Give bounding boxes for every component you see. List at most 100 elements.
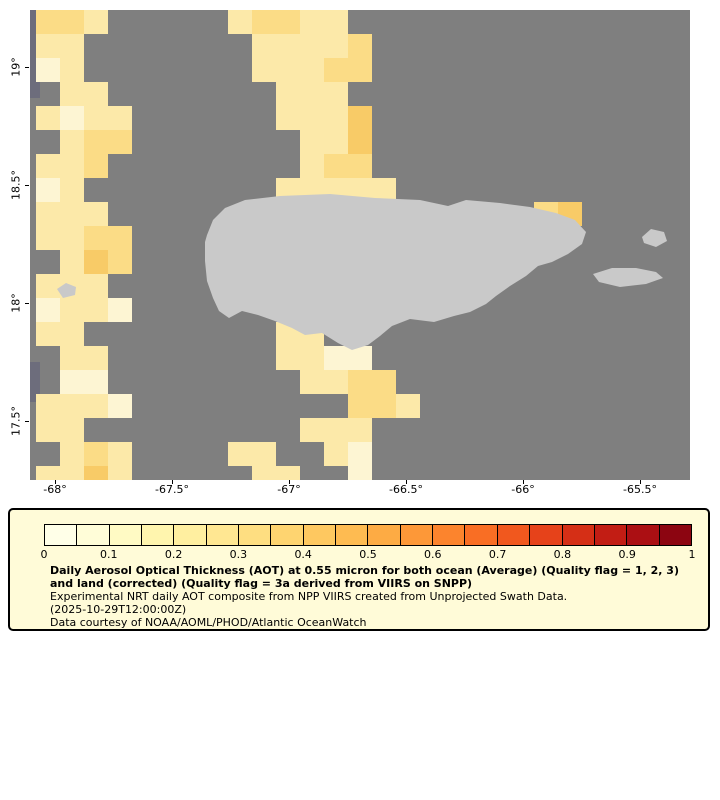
aot-grid-cell — [84, 370, 108, 394]
aot-grid-cell — [60, 442, 84, 466]
aot-grid-cell — [300, 106, 324, 130]
aot-grid-cell — [36, 226, 60, 250]
aot-grid-cell — [60, 10, 84, 34]
aot-grid-cell — [108, 298, 132, 322]
colorbar-segment — [497, 525, 531, 545]
aot-grid-cell — [36, 466, 60, 480]
x-tick-label: -66° — [511, 483, 535, 496]
aot-grid-cell — [36, 178, 60, 202]
aot-grid-cell — [348, 466, 372, 480]
colorbar-segment — [77, 525, 110, 545]
aot-grid-cell — [276, 466, 300, 480]
colorbar-segment — [465, 525, 498, 545]
aot-grid-cell — [36, 202, 60, 226]
colorbar-tick-labels: 0 0.1 0.2 0.3 0.4 0.5 0.6 0.7 0.8 0.9 1 — [40, 548, 696, 562]
aot-grid-cell — [252, 34, 276, 58]
x-tick-label: -67° — [277, 483, 301, 496]
colorbar-tick-label: 0.3 — [229, 548, 248, 561]
aot-grid-cell — [84, 10, 108, 34]
x-tick-label: -65.5° — [623, 483, 657, 496]
aot-grid-cell — [60, 322, 84, 346]
aot-grid-cell — [276, 106, 300, 130]
colorbar-segment — [45, 525, 78, 545]
aot-grid-cell — [108, 250, 132, 274]
aot-grid-cell — [60, 154, 84, 178]
aot-grid-cell — [324, 442, 348, 466]
aot-grid-cell — [348, 58, 372, 82]
colorbar-segment — [142, 525, 175, 545]
aot-grid-cell — [84, 202, 108, 226]
colorbar-segment — [206, 525, 240, 545]
colorbar-tick-label: 0.9 — [618, 548, 636, 561]
aot-grid-cell — [30, 362, 40, 402]
coastline-layer — [57, 194, 667, 350]
y-tick-mark — [25, 421, 29, 422]
aot-grid-cell — [60, 346, 84, 370]
colorbar-segment — [336, 525, 369, 545]
x-tick-label: -68° — [43, 483, 67, 496]
legend-text-block: Daily Aerosol Optical Thickness (AOT) at… — [50, 564, 700, 629]
aot-grid-cell — [84, 130, 108, 154]
aot-grid-cell — [60, 298, 84, 322]
y-tick-mark — [25, 303, 29, 304]
aot-grid-cell — [300, 58, 324, 82]
aot-grid-cell — [300, 34, 324, 58]
aot-grid-cell — [348, 34, 372, 58]
aot-map — [30, 10, 690, 480]
aot-grid-cell — [324, 58, 348, 82]
aot-grid-cell — [300, 370, 324, 394]
aot-grid-cell — [36, 34, 60, 58]
aot-grid-cell — [60, 106, 84, 130]
colorbar-segment — [530, 525, 563, 545]
x-tick-mark — [406, 480, 407, 484]
puerto-rico-island — [205, 194, 586, 350]
colorbar-segment — [271, 525, 304, 545]
aot-grid-cell — [84, 106, 108, 130]
colorbar-tick-label: 0.4 — [294, 548, 312, 561]
aot-grid-cell — [348, 442, 372, 466]
x-tick-label: -67.5° — [155, 483, 189, 496]
aot-grid-cell — [276, 34, 300, 58]
colorbar-segment — [594, 525, 628, 545]
aot-grid-cell — [84, 442, 108, 466]
aot-grid-cell — [84, 394, 108, 418]
aot-grid-cell — [84, 346, 108, 370]
aot-grid-cell — [60, 394, 84, 418]
colorbar-tick-label: 0.8 — [553, 548, 572, 561]
aot-grid-cell — [36, 58, 60, 82]
aot-grid-cell — [36, 10, 60, 34]
aot-grid-cell — [300, 130, 324, 154]
colorbar-segment — [562, 525, 595, 545]
colorbar-segment — [400, 525, 434, 545]
aot-grid-cell — [324, 130, 348, 154]
aot-grid-cell — [372, 370, 396, 394]
aot-grid-cell — [348, 370, 372, 394]
aot-grid-cell — [276, 10, 300, 34]
aot-grid-cell — [252, 10, 276, 34]
aot-grid-cell — [36, 106, 60, 130]
colorbar-segment — [239, 525, 272, 545]
aot-grid-cell — [324, 154, 348, 178]
aot-grid-cell — [36, 394, 60, 418]
aot-grid-cell — [60, 418, 84, 442]
y-tick-label: 18.5° — [9, 170, 23, 200]
aot-grid-cell — [60, 466, 84, 480]
aot-grid-cell — [252, 442, 276, 466]
mona-island — [57, 283, 76, 298]
x-tick-label: -66.5° — [389, 483, 423, 496]
aot-grid-cell — [252, 466, 276, 480]
aot-grid-cell — [348, 106, 372, 130]
aot-grid-cell — [60, 370, 84, 394]
aot-grid-cell — [324, 346, 348, 370]
aot-grid-cell — [324, 106, 348, 130]
colorbar-tick-label: 0 — [40, 548, 48, 561]
aot-grid-cell — [324, 10, 348, 34]
aot-grid-cell — [36, 298, 60, 322]
colorbar-tick-label: 1 — [688, 548, 696, 561]
aot-grid-cell — [228, 442, 252, 466]
culebra-island — [642, 229, 667, 247]
aot-grid-cell — [60, 226, 84, 250]
colorbar-tick-label: 0.7 — [488, 548, 507, 561]
aot-grid-cell — [60, 250, 84, 274]
